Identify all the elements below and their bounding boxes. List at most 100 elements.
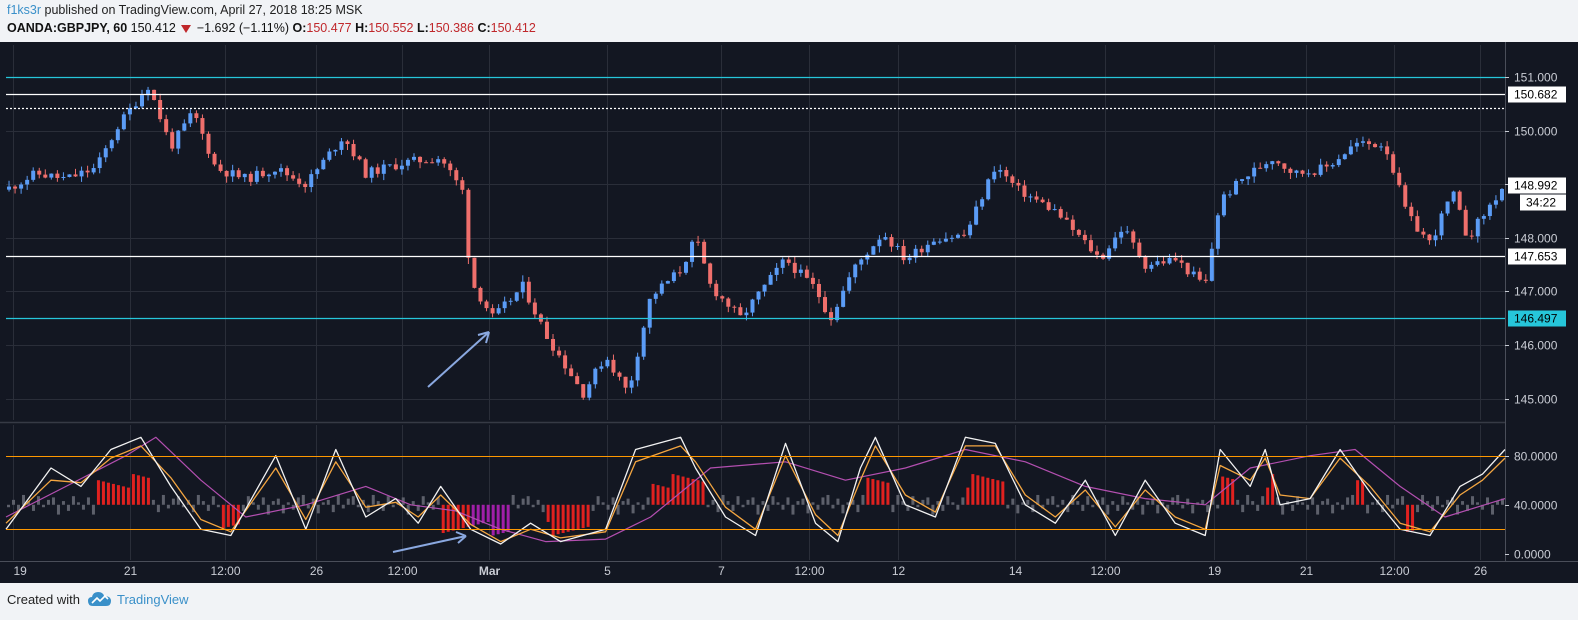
histogram-bar [1311,497,1315,505]
histogram-bar [551,504,555,536]
candle-body [1415,216,1420,232]
candle-body [1028,196,1033,198]
candle-body [339,141,344,150]
candle-body [1240,179,1245,181]
histogram-bar [956,504,960,510]
histogram-group [6,474,1505,536]
histogram-bar [1036,494,1040,505]
histogram-bar [306,504,310,509]
candle-body [103,148,108,158]
candle-body [641,327,646,357]
tradingview-cloud-icon[interactable] [88,591,112,607]
x-tick-label: 12:00 [1379,564,1409,578]
candle-body [1288,168,1293,173]
candle-body [1282,163,1287,169]
x-tick-label: 26 [310,564,324,578]
candle-body [61,176,66,178]
histogram-bar [1236,499,1240,505]
candle-body [1040,199,1045,203]
histogram-bar [1031,504,1035,513]
histogram-bar [1111,501,1115,505]
histogram-bar [241,504,245,511]
candle-body [665,281,670,284]
histogram-bar [1466,504,1470,511]
x-tick-label: 21 [1300,564,1314,578]
histogram-bar [621,501,625,505]
oscillator-tick-label: 80.0000 [1514,450,1558,464]
histogram-bar [686,477,690,505]
histogram-bar [966,487,970,505]
candle-body [1113,237,1118,249]
histogram-bar [376,501,380,505]
histogram-bar [1276,497,1280,505]
histogram-bar [1076,501,1080,505]
histogram-bar [606,504,610,510]
candle-body [931,241,936,245]
histogram-bar [1306,504,1310,510]
candle-body [31,170,36,180]
candle-body [913,248,918,258]
histogram-bar [1426,501,1430,505]
histogram-bar [111,483,115,505]
tradingview-link[interactable]: TradingView [117,592,189,607]
candle-body [520,281,525,293]
histogram-bar [1331,504,1335,514]
histogram-bar [326,499,330,505]
oscillator-arrow-annotation [392,531,467,553]
histogram-bar [1006,504,1010,509]
candle-body [212,153,217,165]
candle-body [1010,176,1015,183]
chart-area[interactable]: 19 21 12:00 26 12:00 Mar 5 7 12:00 12 14 12:00 19 21 1… [0,42,1578,588]
candle-body [623,376,628,388]
candle-body [1439,213,1444,236]
candle-body [962,234,967,236]
histogram-bar [181,504,185,508]
histogram-bar [176,496,180,505]
candle-body [792,262,797,273]
histogram-bar [266,504,270,515]
histogram-bar [31,504,35,511]
histogram-bar [1226,477,1230,505]
candle-body [182,123,187,131]
candle-body [557,350,562,356]
candle-body [19,184,24,189]
histogram-bar [991,479,995,505]
author-link[interactable]: f1ks3r [7,3,42,17]
histogram-bar [486,504,490,522]
histogram-bar [666,487,670,505]
histogram-bar [351,496,355,505]
histogram-bar [1246,494,1250,505]
candle-body [974,206,979,225]
candle-body [1252,167,1257,177]
histogram-bar [1451,497,1455,505]
candle-body [133,106,138,109]
histogram-bar [211,496,215,505]
chart-svg[interactable]: 19 21 12:00 26 12:00 Mar 5 7 12:00 12 14 12:00 19 21 1… [0,42,1578,583]
symbol-name[interactable]: OANDA:GBPJPY, 60 [7,21,128,35]
candle-body [605,359,610,367]
candle-body [895,245,900,247]
histogram-bar [1266,487,1270,505]
histogram-bar [41,504,45,508]
histogram-bar [1406,504,1410,532]
histogram-bar [641,504,645,510]
candle-body [1076,229,1081,235]
histogram-bar [446,504,450,532]
histogram-bar [561,504,565,533]
histogram-bar [1461,501,1465,505]
histogram-bar [146,477,150,505]
histogram-bar [216,504,220,508]
histogram-bar [71,496,75,505]
candle-body [351,144,356,157]
histogram-bar [941,504,945,511]
histogram-bar [521,498,525,505]
price-tick-label: 151.000 [1514,71,1558,85]
candle-body [1167,257,1172,264]
candle-body [393,164,398,170]
histogram-bar [1471,496,1475,505]
histogram-bar [336,494,340,505]
histogram-bar [386,496,390,505]
candle-body [629,380,634,388]
candle-body [327,151,332,160]
low-value: 150.386 [428,21,474,35]
